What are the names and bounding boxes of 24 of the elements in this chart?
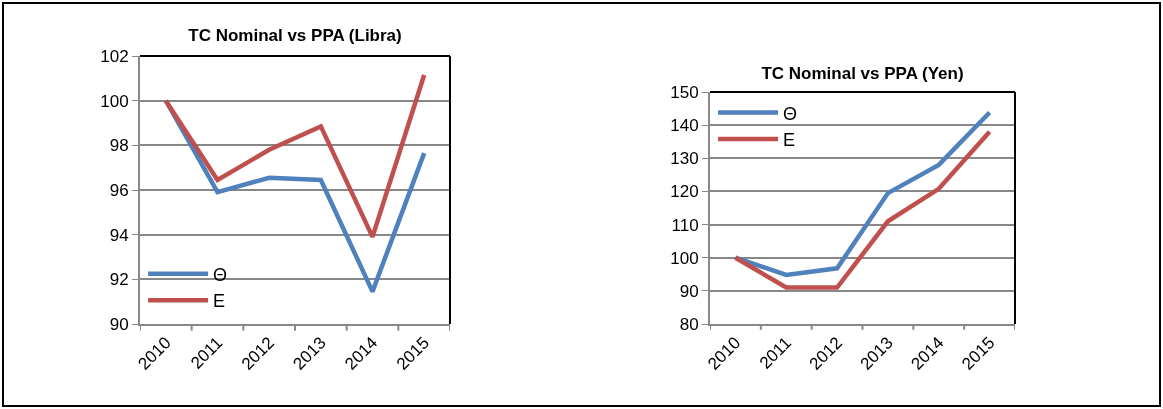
y-tick-label: 90 xyxy=(679,281,699,301)
y-tick-label: 80 xyxy=(679,314,699,334)
legend-label: E xyxy=(213,291,226,312)
legend-label: Θ xyxy=(213,264,228,285)
y-tick-label: 120 xyxy=(670,182,699,202)
y-tick-label: 130 xyxy=(670,149,699,169)
y-tick-label: 150 xyxy=(670,82,699,102)
y-tick-label: 92 xyxy=(109,270,129,290)
y-tick-label: 96 xyxy=(109,180,129,200)
y-tick-label: 140 xyxy=(670,116,699,136)
y-tick-label: 94 xyxy=(109,225,129,245)
y-tick-label: 100 xyxy=(670,248,699,268)
y-tick-label: 110 xyxy=(671,215,699,235)
y-tick-label: 102 xyxy=(100,46,129,66)
y-tick-label: 90 xyxy=(109,314,129,334)
line-series xyxy=(163,98,427,294)
legend-label: E xyxy=(783,129,796,150)
line-series xyxy=(163,72,427,240)
chart-title: TC Nominal vs PPA (Libra) xyxy=(188,25,402,45)
line-series xyxy=(733,129,992,290)
chart-title: TC Nominal vs PPA (Yen) xyxy=(761,63,964,83)
legend-label: Θ xyxy=(783,103,798,124)
y-tick-label: 100 xyxy=(100,91,129,111)
y-tick-label: 98 xyxy=(109,136,129,156)
